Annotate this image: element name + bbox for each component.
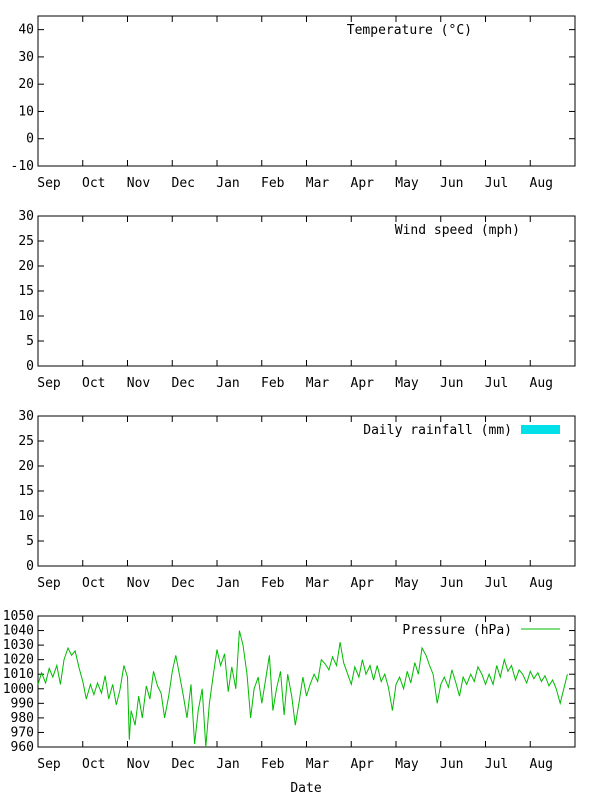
wind-ytick-label: 0 bbox=[26, 359, 34, 374]
rainfall-month-label: Sep bbox=[37, 576, 61, 591]
rainfall-month-label: May bbox=[395, 576, 419, 591]
pressure-series-line bbox=[37, 630, 568, 748]
pressure-ytick-label: 1010 bbox=[3, 667, 34, 682]
temperature-ytick-label: 10 bbox=[18, 104, 34, 119]
temperature-month-label: Sep bbox=[37, 176, 61, 191]
temperature-month-label: Dec bbox=[172, 176, 195, 191]
temperature-ytick-label: -10 bbox=[11, 159, 34, 174]
wind-month-label: May bbox=[395, 376, 419, 391]
pressure-ytick-label: 1040 bbox=[3, 624, 34, 639]
pressure-ytick-label: 1020 bbox=[3, 653, 34, 668]
rainfall-ytick-label: 5 bbox=[26, 534, 34, 549]
rainfall-ytick-label: 20 bbox=[18, 459, 34, 474]
temperature-ytick-label: 40 bbox=[18, 23, 34, 38]
rainfall-legend-swatch bbox=[521, 425, 560, 434]
rainfall-panel: 0 5 10 15 20 25 30 Sep Oct Nov Dec Jan Feb Mar Apr May J… bbox=[18, 409, 576, 591]
pressure-ytick-label: 980 bbox=[11, 711, 34, 726]
temperature-month-label: Nov bbox=[127, 176, 151, 191]
pressure-month-label: Oct bbox=[82, 757, 105, 772]
temperature-panel: -10 0 10 20 30 40 Sep Oct Nov Dec Jan Feb Mar Apr May J… bbox=[11, 15, 576, 191]
pressure-month-label: Mar bbox=[306, 757, 330, 772]
pressure-ytick-label: 960 bbox=[11, 740, 34, 755]
pressure-ytick-label: 970 bbox=[11, 725, 34, 740]
wind-month-label: Aug bbox=[530, 376, 553, 391]
temperature-month-label: Aug bbox=[530, 176, 553, 191]
rainfall-ytick-label: 25 bbox=[18, 434, 34, 449]
pressure-ytick-label: 1030 bbox=[3, 638, 34, 653]
wind-month-label: Feb bbox=[261, 376, 285, 391]
x-axis-title: Date bbox=[290, 781, 321, 796]
pressure-month-label: Nov bbox=[127, 757, 151, 772]
wind-panel: 0 5 10 15 20 25 30 Sep Oct Nov Dec Jan Feb Mar Apr May J… bbox=[18, 209, 576, 391]
pressure-month-label: Jun bbox=[440, 757, 463, 772]
wind-month-label: Nov bbox=[127, 376, 151, 391]
rainfall-month-label: Jul bbox=[485, 576, 508, 591]
temperature-month-label: Jul bbox=[485, 176, 508, 191]
pressure-month-label: Jan bbox=[216, 757, 239, 772]
rainfall-ytick-label: 30 bbox=[18, 409, 34, 424]
pressure-month-label: Feb bbox=[261, 757, 285, 772]
rainfall-month-label: Dec bbox=[172, 576, 195, 591]
wind-ytick-label: 5 bbox=[26, 334, 34, 349]
pressure-ytick-label: 1000 bbox=[3, 682, 34, 697]
wind-month-label: Jul bbox=[485, 376, 508, 391]
pressure-month-label: May bbox=[395, 757, 419, 772]
temperature-ytick-label: 20 bbox=[18, 77, 34, 92]
rainfall-month-label: Jan bbox=[216, 576, 239, 591]
wind-month-label: Jun bbox=[440, 376, 463, 391]
wind-ytick-label: 25 bbox=[18, 234, 34, 249]
temperature-month-label: Apr bbox=[351, 176, 375, 191]
wind-ytick-label: 30 bbox=[18, 209, 34, 224]
temperature-month-label: Jun bbox=[440, 176, 463, 191]
temperature-month-label: Mar bbox=[306, 176, 330, 191]
pressure-month-label: Jul bbox=[485, 757, 508, 772]
pressure-month-label: Dec bbox=[172, 757, 195, 772]
rainfall-ytick-label: 15 bbox=[18, 484, 34, 499]
temperature-month-label: Feb bbox=[261, 176, 285, 191]
wind-ytick-label: 20 bbox=[18, 259, 34, 274]
pressure-ytick-label: 990 bbox=[11, 696, 34, 711]
pressure-month-label: Apr bbox=[351, 757, 375, 772]
rainfall-ytick-label: 10 bbox=[18, 509, 34, 524]
pressure-legend-label: Pressure (hPa) bbox=[402, 623, 512, 638]
rainfall-month-label: Nov bbox=[127, 576, 151, 591]
wind-month-label: Dec bbox=[172, 376, 195, 391]
temperature-ytick-label: 30 bbox=[18, 50, 34, 65]
temperature-month-label: May bbox=[395, 176, 419, 191]
rainfall-month-label: Apr bbox=[351, 576, 375, 591]
wind-month-label: Sep bbox=[37, 376, 61, 391]
temperature-plot-frame bbox=[37, 15, 576, 167]
temperature-ytick-label: 0 bbox=[26, 132, 34, 147]
rainfall-month-label: Feb bbox=[261, 576, 285, 591]
rainfall-month-label: Oct bbox=[82, 576, 105, 591]
rainfall-legend-label: Daily rainfall (mm) bbox=[363, 423, 512, 438]
temperature-month-label: Jan bbox=[216, 176, 239, 191]
wind-month-label: Oct bbox=[82, 376, 105, 391]
pressure-ytick-label: 1050 bbox=[3, 609, 34, 624]
pressure-month-label: Sep bbox=[37, 757, 61, 772]
wind-ytick-label: 10 bbox=[18, 309, 34, 324]
pressure-month-label: Aug bbox=[530, 757, 553, 772]
rainfall-month-label: Jun bbox=[440, 576, 463, 591]
wind-month-label: Jan bbox=[216, 376, 239, 391]
wind-month-label: Mar bbox=[306, 376, 330, 391]
rainfall-plot-frame bbox=[37, 415, 576, 567]
wind-plot-frame bbox=[37, 215, 576, 367]
temperature-month-label: Oct bbox=[82, 176, 105, 191]
wind-month-label: Apr bbox=[351, 376, 375, 391]
rainfall-month-label: Mar bbox=[306, 576, 330, 591]
temperature-legend-label: Temperature (°C) bbox=[347, 23, 472, 38]
rainfall-ytick-label: 0 bbox=[26, 559, 34, 574]
rainfall-month-label: Aug bbox=[530, 576, 553, 591]
wind-ytick-label: 15 bbox=[18, 284, 34, 299]
wind-legend-label: Wind speed (mph) bbox=[395, 223, 520, 238]
